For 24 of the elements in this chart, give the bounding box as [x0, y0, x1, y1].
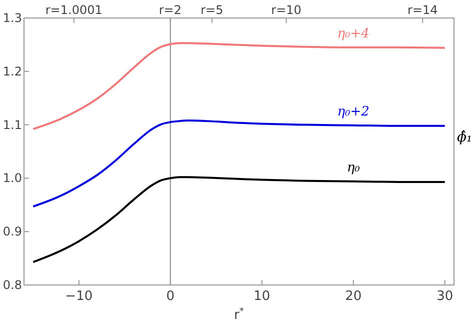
- x-axis-title: r$^{*}$: [234, 307, 244, 323]
- y-tick-label: 1.3: [2, 11, 22, 25]
- x-tick-label: −10: [65, 289, 93, 304]
- x-tick-label: 10: [254, 289, 270, 304]
- text: r=5: [200, 3, 224, 17]
- y-tick-label: 1.2: [2, 64, 22, 78]
- text: r=2: [158, 3, 182, 17]
- line-series: [32, 42, 446, 130]
- series-label: η₀+2: [337, 104, 370, 120]
- line-series: [32, 120, 446, 208]
- text: r=1.0001: [45, 3, 102, 17]
- text: r=10: [271, 3, 302, 17]
- x-tick-label: 0: [166, 289, 175, 304]
- series-label: η₀: [346, 160, 361, 176]
- x-tick-label: 20: [345, 289, 362, 304]
- text: r=14: [407, 3, 438, 17]
- series-label: η₀+4: [337, 26, 370, 42]
- y-axis-title: ϕ̂₁: [457, 130, 472, 146]
- y-tick-label: 1.1: [2, 118, 22, 132]
- y-tick-label: 0.9: [2, 224, 22, 239]
- y-tick-label: 1.0: [2, 171, 22, 186]
- line-series: [32, 176, 446, 264]
- y-tick-label: 0.8: [2, 278, 22, 292]
- x-tick-label: 30: [436, 289, 454, 304]
